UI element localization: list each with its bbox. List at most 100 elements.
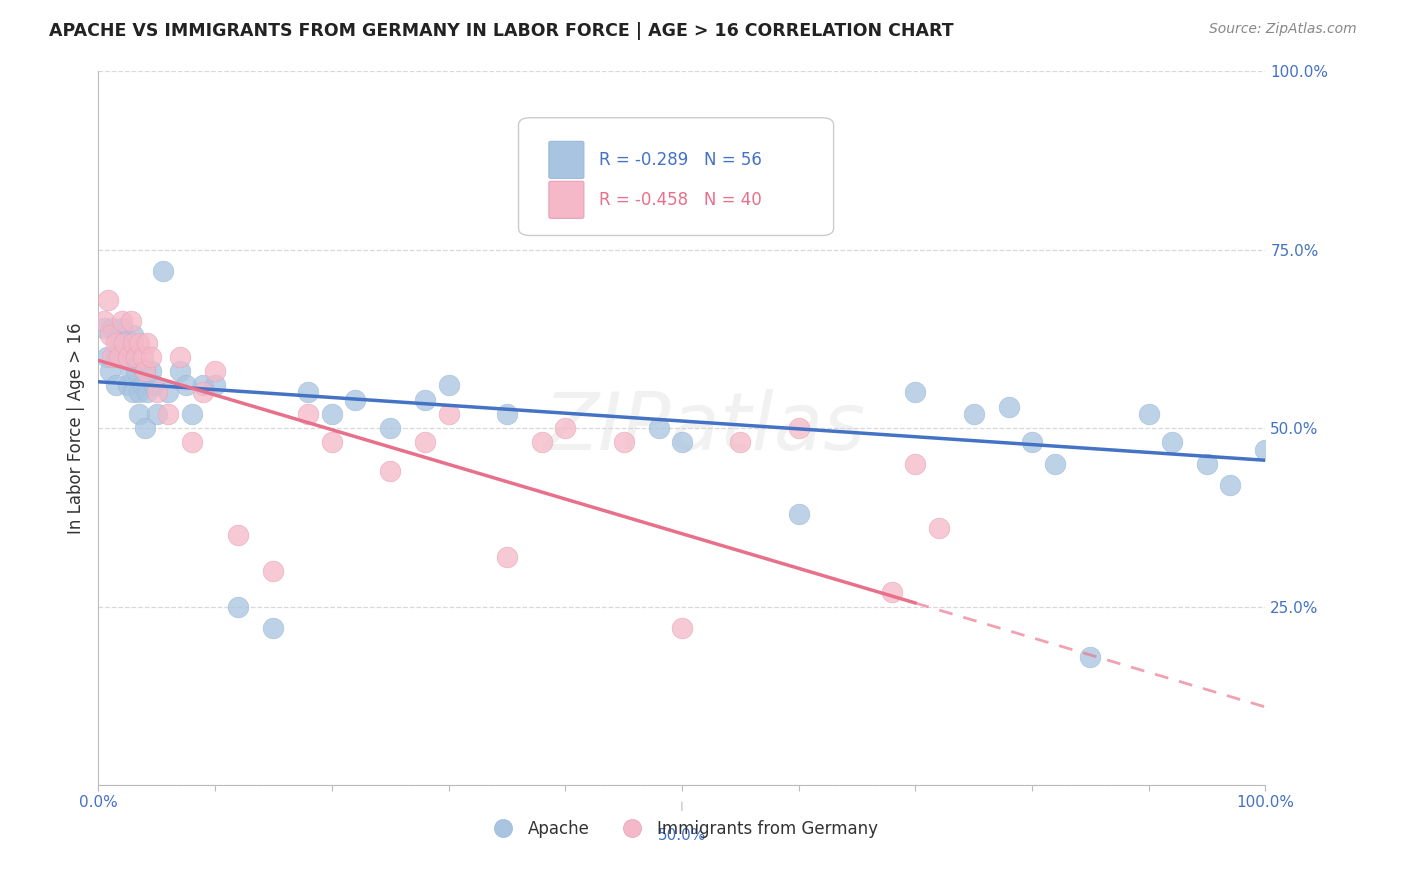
Point [321,435,343,450]
Point [997,400,1019,414]
Point [554,421,576,435]
Point [321,407,343,421]
Point [496,549,519,564]
Point [104,350,127,364]
Point [380,464,402,478]
Point [122,335,145,350]
Point [152,264,174,278]
Point [120,314,142,328]
Point [122,328,145,343]
Point [413,392,436,407]
Point [132,378,155,392]
FancyBboxPatch shape [519,118,834,235]
Point [146,407,169,421]
Point [104,378,127,392]
Point [96,350,118,364]
Point [787,507,810,521]
Point [193,378,215,392]
Point [117,378,139,392]
Point [104,335,127,350]
Point [125,364,148,378]
Point [157,407,180,421]
Point [437,407,460,421]
Point [101,321,124,335]
Point [262,621,284,635]
Point [730,435,752,450]
Point [125,350,148,364]
Text: 50.0%: 50.0% [658,828,706,843]
Point [112,350,135,364]
Point [297,407,319,421]
Point [647,421,669,435]
Point [139,350,162,364]
Point [437,378,460,392]
Point [204,364,226,378]
Point [122,385,145,400]
Point [108,335,131,350]
Point [112,335,135,350]
Point [174,378,197,392]
Point [134,364,156,378]
Text: R = -0.458   N = 40: R = -0.458 N = 40 [599,191,762,209]
Text: APACHE VS IMMIGRANTS FROM GERMANY IN LABOR FORCE | AGE > 16 CORRELATION CHART: APACHE VS IMMIGRANTS FROM GERMANY IN LAB… [49,22,953,40]
Point [1137,407,1160,421]
Point [671,621,693,635]
Point [128,385,150,400]
Text: ZIPatlas: ZIPatlas [544,389,866,467]
Point [1254,442,1277,457]
Point [180,407,202,421]
Point [108,350,131,364]
Point [530,207,553,221]
Point [496,407,519,421]
Point [1161,435,1184,450]
Point [180,435,202,450]
Point [530,435,553,450]
Point [120,364,142,378]
Point [578,150,600,164]
Point [962,407,984,421]
Point [380,421,402,435]
Point [134,364,156,378]
Point [128,335,150,350]
Point [134,421,156,435]
Point [193,385,215,400]
Point [98,328,121,343]
Point [111,314,134,328]
Point [344,392,367,407]
Point [880,585,903,599]
Y-axis label: In Labor Force | Age > 16: In Labor Force | Age > 16 [66,322,84,534]
Point [128,407,150,421]
Point [117,350,139,364]
Point [904,457,927,471]
Point [101,350,124,364]
Text: Source: ZipAtlas.com: Source: ZipAtlas.com [1209,22,1357,37]
Point [111,321,134,335]
Point [98,364,121,378]
Point [1195,457,1218,471]
FancyBboxPatch shape [548,141,583,178]
Point [97,293,120,307]
Point [413,435,436,450]
Point [132,350,155,364]
Point [1080,649,1102,664]
Point [204,378,226,392]
Point [904,385,927,400]
Point [1045,457,1067,471]
Point [297,385,319,400]
Point [228,528,250,542]
Point [93,321,115,335]
Point [136,335,159,350]
Point [1021,435,1043,450]
Point [117,350,139,364]
Point [146,385,169,400]
Point [787,421,810,435]
Point [169,364,191,378]
Point [228,599,250,614]
Point [136,385,159,400]
Point [157,385,180,400]
Point [262,564,284,578]
Legend: Apache, Immigrants from Germany: Apache, Immigrants from Germany [479,814,884,845]
Point [139,364,162,378]
Point [1219,478,1241,492]
Point [143,378,166,392]
